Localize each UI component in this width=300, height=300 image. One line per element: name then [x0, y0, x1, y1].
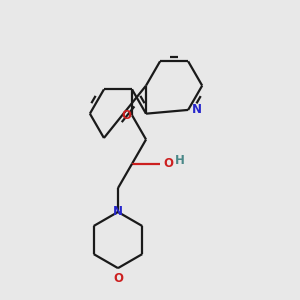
- Text: O: O: [164, 157, 173, 169]
- Text: H: H: [175, 154, 185, 167]
- Text: N: N: [113, 206, 123, 218]
- Text: N: N: [191, 103, 201, 116]
- Text: O: O: [113, 272, 123, 285]
- Text: O: O: [121, 109, 131, 122]
